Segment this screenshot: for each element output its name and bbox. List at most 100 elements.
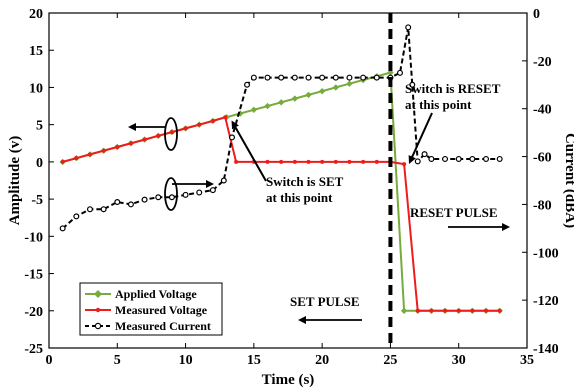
x-tick-label: 0: [46, 353, 53, 368]
y-right-tick-label: -140: [533, 342, 559, 357]
y-left-tick-label: -25: [24, 342, 43, 357]
point-measured-voltage: [347, 159, 352, 164]
legend: Applied Voltage Measured Voltage Measure…: [79, 282, 223, 336]
point-measured-voltage: [361, 159, 366, 164]
point-measured-voltage: [210, 118, 215, 123]
point-measured-voltage: [456, 308, 461, 313]
point-measured-voltage: [320, 159, 325, 164]
point-measured-voltage: [101, 148, 106, 153]
point-measured-current: [332, 74, 339, 81]
annotation-set-pulse: SET PULSE: [290, 294, 360, 309]
y-right-tick-label: -60: [533, 151, 552, 166]
legend-marker-measured-voltage: [95, 307, 101, 313]
y-left-tick-label: 20: [29, 7, 43, 22]
point-measured-voltage: [374, 159, 379, 164]
plot-frame: [48, 12, 528, 349]
x-tick-label: 30: [452, 353, 466, 368]
point-measured-current: [305, 74, 312, 81]
y-left-tick-label: -10: [24, 230, 43, 245]
annotation-layer: Switch is SET at this point Switch is RE…: [128, 81, 510, 324]
plot-frame-layer: 0 5 10 15 20 25 30 35 -25 -20 -15 -10 -5 0 5 10 15 20 -140…: [7, 7, 574, 388]
point-measured-voltage: [169, 130, 174, 135]
x-tick-label: 15: [247, 353, 261, 368]
legend-marker-applied-voltage: [94, 290, 102, 298]
annotation-reset-pulse: RESET PULSE: [410, 205, 498, 220]
y-left-tick-label: 10: [29, 81, 43, 96]
point-measured-current: [168, 194, 175, 201]
point-measured-current: [86, 206, 93, 213]
point-measured-voltage: [265, 159, 270, 164]
point-measured-current: [405, 24, 412, 31]
point-measured-voltage: [470, 308, 475, 313]
point-applied-voltage: [277, 99, 285, 106]
point-measured-current: [414, 158, 421, 165]
annotation-reset-arrow: [408, 112, 433, 164]
point-measured-voltage: [292, 159, 297, 164]
annotation-set-line2: at this point: [266, 190, 333, 205]
point-measured-voltage: [415, 308, 420, 313]
point-measured-current: [100, 206, 107, 213]
annotation-reset-line2: at this point: [405, 97, 472, 112]
point-measured-voltage: [402, 162, 407, 167]
point-measured-voltage: [234, 159, 239, 164]
point-measured-current: [421, 151, 428, 158]
y-axis-label-left: Amplitude (v): [7, 136, 23, 226]
y-left-tick-label: 0: [36, 156, 43, 171]
point-measured-current: [209, 187, 216, 194]
point-measured-voltage: [183, 126, 188, 131]
point-applied-voltage: [332, 84, 339, 91]
point-measured-current: [59, 225, 66, 232]
annotation-set-line1: Switch is SET: [266, 174, 344, 189]
x-axis-label: Time (s): [262, 372, 315, 388]
point-measured-voltage: [223, 115, 228, 120]
point-measured-current: [396, 69, 403, 76]
point-measured-current: [127, 201, 134, 208]
point-applied-voltage: [250, 106, 258, 113]
point-measured-voltage: [333, 159, 338, 164]
point-measured-voltage: [497, 308, 502, 313]
point-applied-voltage: [318, 87, 326, 95]
point-measured-voltage: [197, 122, 202, 127]
point-measured-current: [346, 74, 353, 81]
point-applied-voltage: [264, 102, 271, 110]
point-measured-current: [360, 74, 367, 81]
x-tick-label: 25: [383, 353, 397, 368]
point-measured-current: [469, 155, 476, 162]
point-measured-voltage: [74, 156, 79, 161]
point-measured-current: [483, 155, 490, 162]
point-measured-voltage: [443, 308, 448, 313]
legend-label-measured-current: Measured Current: [115, 319, 211, 333]
annotation-reset-line1: Switch is RESET: [405, 81, 501, 96]
point-measured-voltage: [115, 145, 120, 149]
y-right-tick-label: -80: [533, 198, 552, 213]
point-measured-current: [264, 74, 271, 81]
point-measured-current: [278, 74, 285, 81]
point-measured-current: [196, 189, 203, 196]
point-measured-current: [244, 81, 251, 88]
point-measured-voltage: [484, 308, 489, 313]
x-tick-label: 5: [114, 353, 121, 368]
y-right-tick-label: -100: [533, 246, 559, 261]
y-left-tick-label: 15: [29, 44, 43, 59]
point-measured-voltage: [429, 308, 434, 313]
point-measured-voltage: [279, 159, 284, 164]
y-right-tick-label: -40: [533, 103, 552, 118]
annotation-set-arrow: [231, 120, 267, 182]
point-measured-voltage: [128, 141, 133, 146]
point-measured-current: [428, 155, 435, 162]
y-left-tick-label: -5: [31, 193, 43, 208]
point-applied-voltage: [305, 91, 312, 99]
point-measured-current: [496, 155, 503, 162]
series-layer: [59, 13, 503, 348]
right-indicator-ellipse: [164, 177, 178, 211]
point-measured-voltage: [142, 137, 147, 142]
x-tick-label: 20: [315, 353, 329, 368]
x-tick-label: 10: [179, 353, 193, 368]
point-measured-current: [319, 74, 326, 81]
left-indicator-ellipse: [164, 117, 178, 151]
y-left-tick-label: -15: [24, 268, 43, 283]
point-measured-current: [141, 196, 148, 203]
point-measured-current: [291, 74, 298, 81]
point-measured-current: [250, 74, 257, 81]
